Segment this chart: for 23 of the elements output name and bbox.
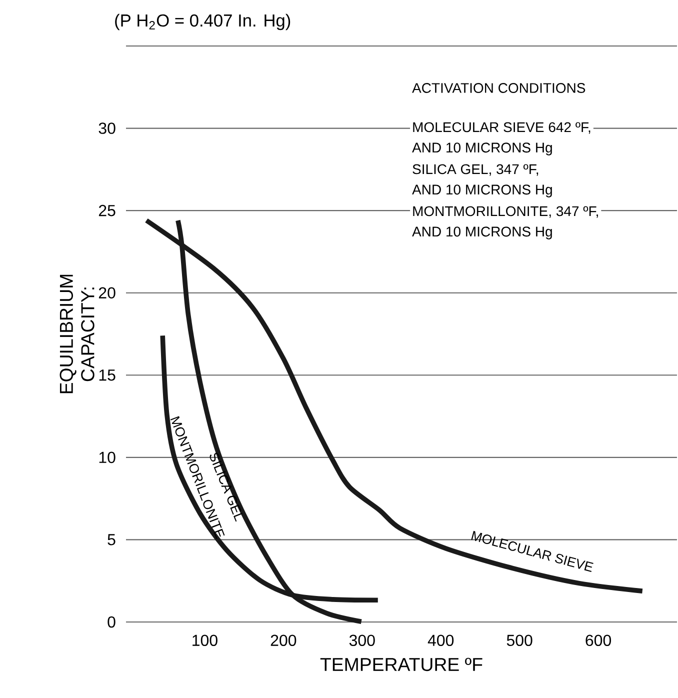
x-tick-label: 500 (507, 634, 533, 646)
annotation: AND 10 MICRONS Hg (412, 226, 552, 240)
x-tick-label: 300 (350, 634, 376, 646)
chart-title: (P H$_{2}$O = 0.407 In. Hg) (115, 14, 290, 30)
y-tick-label: 0 (108, 616, 116, 628)
x-tick-label: 200 (271, 634, 296, 646)
y-tick-label: 10 (100, 452, 116, 464)
y-tick-label: 15 (100, 370, 116, 381)
y-tick-label: 5 (108, 534, 116, 546)
y-tick-label: 25 (99, 204, 116, 216)
y-tick-label: 30 (99, 122, 116, 134)
annotation: MONTMORILLONITE, 347 ºF, (413, 206, 598, 218)
y-axis-title: EQUILIBRIUM CAPACITY: (60, 274, 95, 394)
x-tick-label: 400 (428, 634, 454, 646)
annotation: MOLECULAR SIEVE 642 ºF, (413, 122, 590, 134)
annotation: SILICA GEL, 347 ºF, (412, 164, 538, 176)
y-tick-label: 20 (99, 287, 116, 299)
x-tick-label: 600 (586, 634, 612, 646)
x-axis-title: TEMPERATURE ºF (320, 658, 483, 672)
x-tick-label: 100 (192, 634, 218, 646)
annotation: AND 10 MICRONS Hg (412, 184, 552, 198)
annotation: ACTIVATION CONDITIONS (412, 83, 586, 93)
annotation: AND 10 MICRONS Hg (412, 142, 552, 156)
